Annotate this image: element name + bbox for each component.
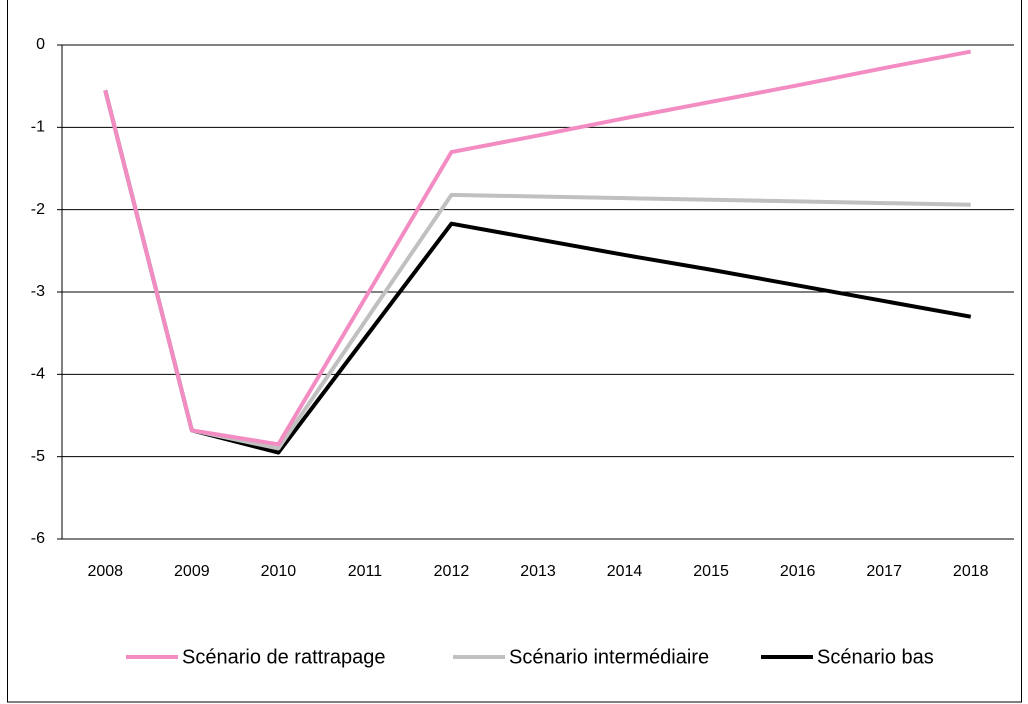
x-tick-label: 2012 bbox=[434, 563, 470, 580]
x-tick-label: 2011 bbox=[348, 563, 383, 580]
x-tick-label: 2017 bbox=[866, 563, 902, 580]
y-tick-label: -5 bbox=[31, 448, 45, 465]
x-tick-label: 2008 bbox=[87, 563, 123, 580]
series-line bbox=[103, 89, 971, 451]
legend-label: Scénario de rattrapage bbox=[182, 646, 385, 668]
legend-label: Scénario bas bbox=[817, 646, 934, 668]
x-tick-label: 2013 bbox=[520, 563, 556, 580]
x-tick-label: 2018 bbox=[953, 563, 989, 580]
y-tick-label: -2 bbox=[31, 201, 45, 218]
x-tick-label: 2015 bbox=[693, 563, 729, 580]
x-tick-label: 2016 bbox=[780, 563, 816, 580]
series-line bbox=[103, 89, 972, 455]
x-tick-label: 2009 bbox=[174, 563, 210, 580]
legend-label: Scénario intermédiaire bbox=[509, 646, 709, 668]
chart-frame bbox=[7, 0, 1022, 703]
y-tick-label: -1 bbox=[31, 119, 45, 136]
x-tick-label: 2014 bbox=[607, 563, 643, 580]
y-tick-label: -6 bbox=[31, 530, 45, 547]
y-tick-label: -3 bbox=[31, 283, 45, 300]
series-line bbox=[103, 49, 972, 447]
y-tick-label: -4 bbox=[31, 366, 45, 383]
x-tick-label: 2010 bbox=[261, 563, 297, 580]
y-tick-label: 0 bbox=[36, 36, 45, 53]
